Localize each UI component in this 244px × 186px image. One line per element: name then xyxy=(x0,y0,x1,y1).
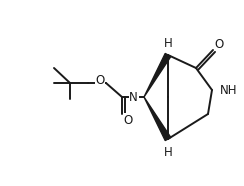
Text: NH: NH xyxy=(220,84,237,97)
Text: N: N xyxy=(129,91,138,103)
Text: H: H xyxy=(164,36,172,49)
Text: H: H xyxy=(164,145,172,158)
Polygon shape xyxy=(144,53,171,97)
Text: O: O xyxy=(95,73,105,86)
Text: O: O xyxy=(214,38,224,51)
Polygon shape xyxy=(144,97,171,141)
Text: O: O xyxy=(123,113,133,126)
